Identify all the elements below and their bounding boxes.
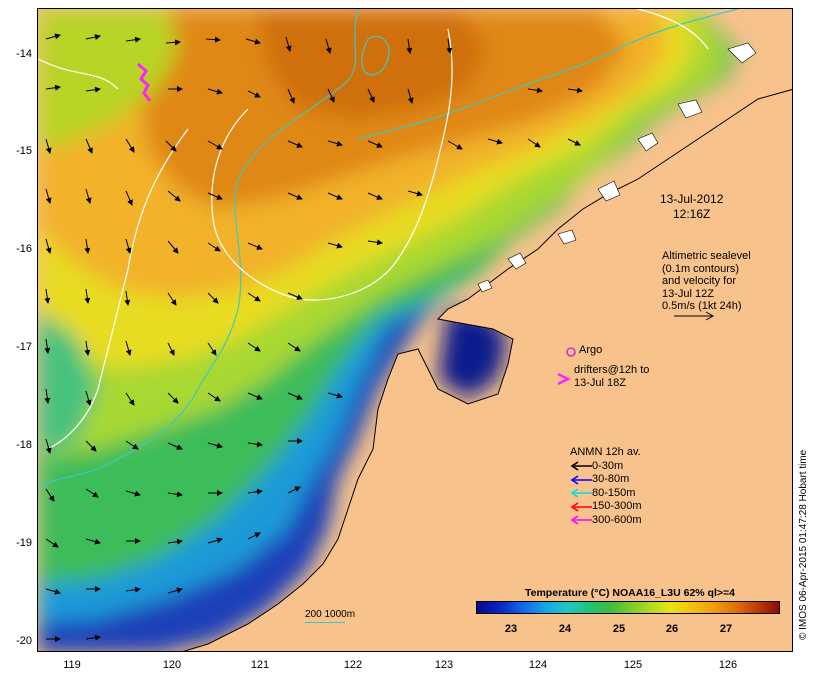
- contour-depth-label: 200 1000m: [305, 609, 356, 620]
- altimetry-line: and velocity for: [662, 275, 736, 287]
- drifters-label-line1: drifters@12h to: [574, 364, 650, 376]
- credit-text: © IMOS 06-Apr-2015 01:47:28 Hobart time: [798, 449, 809, 640]
- drifter-track: [137, 62, 152, 102]
- anmn-legend-item: 30-80m: [592, 473, 630, 486]
- lon-label: 120: [162, 659, 182, 671]
- altimetry-line: (0.1m contours): [662, 262, 740, 275]
- sst-map: [37, 8, 793, 652]
- anmn-legend-arrows: [570, 461, 592, 525]
- lon-label: 126: [718, 659, 738, 671]
- lon-label: 122: [343, 659, 363, 671]
- lon-label: 121: [250, 659, 270, 671]
- altimetry-line: 13-Jul 12Z: [662, 287, 714, 300]
- altimetry-line: Altimetric sealevel: [662, 250, 751, 262]
- anmn-legend-item: 0-30m: [592, 459, 624, 472]
- anmn-legend-item: 150-300m: [592, 500, 642, 513]
- colorbar-tick: 24: [558, 623, 572, 635]
- anmn-legend-item: 300-600m: [592, 513, 642, 526]
- time-line: 12:16Z: [673, 207, 711, 221]
- lat-label: -14: [16, 48, 32, 60]
- lat-label: -19: [16, 537, 32, 549]
- colorbar-tick: 25: [612, 623, 626, 635]
- lon-label: 119: [63, 659, 81, 671]
- archipelago-islands: [477, 42, 757, 293]
- lat-label: -15: [16, 145, 32, 157]
- drifter-legend-icon: [557, 372, 571, 386]
- contour-depth-line: [305, 622, 345, 623]
- altimetry-note: Altimetric sealevel (0.1m contours) and …: [662, 250, 751, 313]
- lon-label: 123: [434, 659, 454, 671]
- anmn-legend: ANMN 12h av. 0-30m 30-80m 80-150m 150-30…: [570, 446, 642, 528]
- sea-level-contours-white: [38, 9, 709, 450]
- temperature-colorbar: [476, 601, 780, 614]
- colorbar-tick: 26: [665, 623, 679, 635]
- image-timestamp: 13-Jul-2012 12:16Z: [660, 192, 723, 222]
- colorbar-title: Temperature (°C) NOAA16_L3U 62% ql>=4: [525, 587, 735, 599]
- lat-label: -20: [16, 635, 32, 647]
- argo-label: Argo: [579, 344, 603, 356]
- lon-label: 125: [623, 659, 643, 671]
- date-line: 13-Jul-2012: [660, 192, 724, 206]
- colorbar-tick: 27: [719, 623, 733, 635]
- argo-marker: [566, 347, 576, 357]
- drifters-label-line2: 13-Jul 18Z: [574, 377, 626, 389]
- anmn-legend-title: ANMN 12h av.: [570, 446, 641, 458]
- lat-label: -16: [16, 243, 32, 255]
- sea-surface-temperature-field: [38, 9, 738, 651]
- lon-label: 124: [528, 659, 548, 671]
- altimetry-line: 0.5m/s (1kt 24h): [662, 300, 742, 312]
- anmn-legend-item: 80-150m: [592, 486, 636, 499]
- velocity-arrows: [44, 33, 583, 642]
- colorbar-tick: 23: [504, 623, 518, 635]
- sst-map-canvas: [38, 9, 792, 651]
- lat-label: -17: [16, 341, 32, 353]
- lat-label: -18: [16, 439, 32, 451]
- sea-level-contours-cyan: [38, 9, 739, 490]
